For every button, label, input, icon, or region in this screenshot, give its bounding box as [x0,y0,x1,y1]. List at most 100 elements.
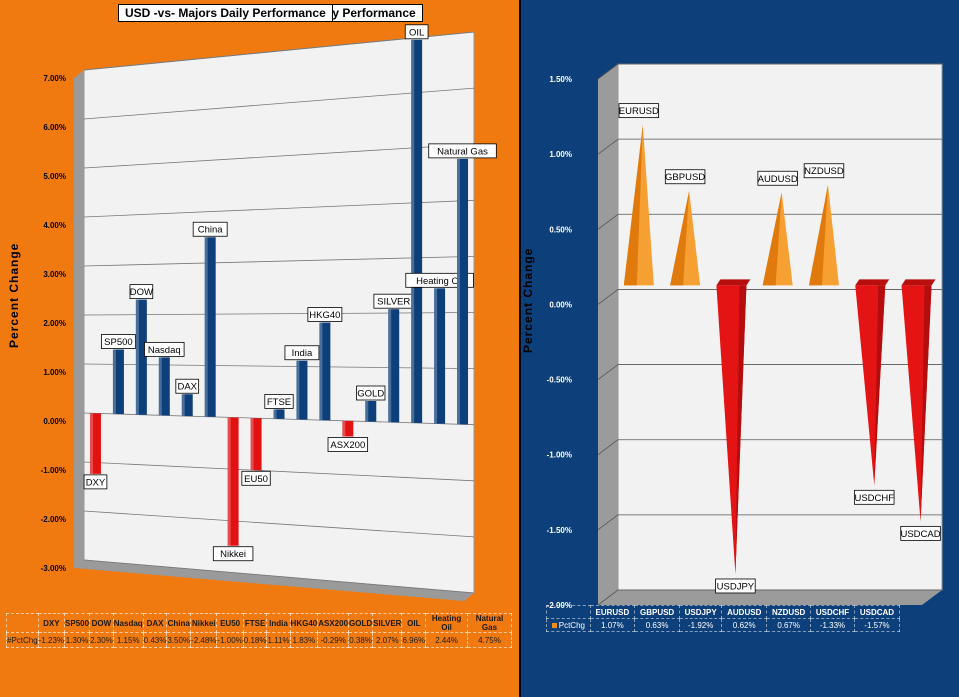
left-table-header-nasdaq: Nasdaq [112,613,144,633]
left-y-tick-label: 4.00% [43,221,66,230]
left-bar-label-eu50: EU50 [241,470,271,486]
left-bar-oil [411,39,423,423]
svg-text:Heating Oil: Heating Oil [416,276,463,287]
left-table-header-nikkei: Nikkei [190,613,218,633]
left-table-header-oil: OIL [401,613,427,633]
left-gridline [83,256,475,267]
left-data-table: DXY SP500 DOW Nasdaq DAX China Nikkei EU50 FTSE I… [6,613,513,648]
left-y-axis-label: Percent Change [7,242,21,348]
left-table-value-sp500: 1.30% [64,632,91,648]
left-bar-hkg40 [319,322,331,421]
right-gridline-side [597,213,619,230]
right-y-tick-label: 0.50% [549,225,572,234]
left-chart-floor [74,560,474,601]
left-table-header-dax: DAX [142,613,168,633]
right-table-value-usdjpy: -1.92% [679,618,723,632]
right-y-tick-label: -1.50% [547,526,572,535]
left-table-header-gold: GOLD [348,613,374,633]
right-gridline-side [597,63,619,80]
right-bar-label-gbpusd: GBPUSD [664,169,706,185]
right-table-value-usdcad: -1.57% [853,618,901,632]
left-y-tick-label: -2.00% [41,515,66,524]
left-gridline [83,363,475,369]
left-table-value-row: #PctChg -1.23% 1.30% 2.30% 1.15% 0.43% 3.50% -2… [6,632,513,648]
right-y-axis-label: Percent Change [521,247,535,353]
svg-text:OIL: OIL [409,27,424,38]
left-y-tick-label: 0.00% [43,417,66,426]
left-bar-nikkei [227,417,239,546]
left-bar-label-gold: GOLD [356,385,386,401]
right-bar-usdchf [855,279,890,486]
right-gridline-side [597,289,619,305]
right-bar-eurusd [623,124,654,286]
left-table-corner [6,613,39,633]
right-bar-label-usdcad: USDCAD [900,525,941,541]
left-table-header-eu50: EU50 [216,613,244,633]
left-y-tick-label: -1.00% [41,466,66,475]
left-table-header-heating-oil: Heating Oil [425,613,468,633]
right-table-header-usdcad: USDCAD [853,605,901,619]
svg-text:EURUSD: EURUSD [619,106,659,117]
left-bar-gold [365,400,377,422]
right-chart-floor [598,590,942,605]
left-gridline [83,199,475,218]
left-bar-china [204,237,216,417]
svg-text:Nikkei: Nikkei [220,549,246,560]
left-bar-ftse [273,409,285,419]
left-y-tick-label: 6.00% [43,123,66,132]
left-gridline [83,143,475,169]
left-bar-label-sp500: SP500 [101,334,136,349]
right-bar-label-audusd: AUDUSD [757,170,798,186]
left-table-header-hkg40: HKG40 [289,613,319,633]
left-bar-label-dow: DOW [129,284,154,300]
svg-text:Nasdaq: Nasdaq [148,345,181,356]
left-bar-label-natural-gas: Natural Gas [428,143,497,159]
right-table-header-audusd: AUDUSD [721,605,768,619]
svg-text:DAX: DAX [177,382,197,393]
right-bar-label-usdchf: USDCHF [854,489,895,505]
svg-text:USDCHF: USDCHF [854,493,894,504]
left-table-header-natural-gas: Natural Gas [466,613,513,633]
left-table-value-oil: 6.96% [401,632,427,648]
right-bar-label-usdjpy: USDJPY [715,578,756,594]
svg-text:China: China [198,225,224,236]
left-bar-label-india: India [284,345,320,361]
right-bar-label-nzdusd: NZDUSD [803,163,845,179]
right-gridline-side [597,439,619,456]
svg-text:EU50: EU50 [244,474,268,485]
right-gridline-side [597,514,619,531]
svg-text:USDJPY: USDJPY [717,581,755,592]
left-table-header-sp500: SP500 [64,613,91,633]
right-gridline-side [597,138,619,155]
svg-text:India: India [292,348,313,359]
right-bar-nzdusd [808,184,839,286]
left-table-value-india: 1.11% [266,632,291,648]
left-bar-dax [181,394,193,417]
right-table-header-row: EURUSD GBPUSD USDJPY AUDUSD NZDUSD USDCHF USDC… [546,605,901,619]
right-table-series-label: PctChg [546,618,591,632]
right-table-header-usdchf: USDCHF [810,605,855,619]
left-bar-label-hkg40: HKG40 [307,307,343,322]
left-table-header-silver: SILVER [372,613,403,633]
svg-text:AUDUSD: AUDUSD [758,174,798,185]
right-table-value-audusd: 0.62% [721,618,768,632]
left-gridline [83,87,475,120]
svg-text:ASX200: ASX200 [330,440,365,451]
left-bar-dxy [89,413,101,474]
svg-text:FTSE: FTSE [267,397,291,408]
left-table-value-dow: 2.30% [89,632,114,648]
left-bar-label-heating-oil: Heating Oil [405,272,474,288]
left-gridline [83,312,475,316]
left-table-value-nasdaq: 1.15% [112,632,144,648]
right-table-header-usdjpy: USDJPY [679,605,723,619]
right-y-tick-label: 1.00% [549,150,572,159]
left-bar-natural-gas [457,158,469,425]
left-table-value-eu50: -1.00% [216,632,244,648]
left-table-header-ftse: FTSE [242,613,268,633]
left-bar-dow [135,299,147,415]
left-table-header-dow: DOW [89,613,114,633]
right-chart-plot-area [617,63,943,591]
left-bar-asx200 [342,420,354,437]
left-bar-eu50 [250,418,262,471]
